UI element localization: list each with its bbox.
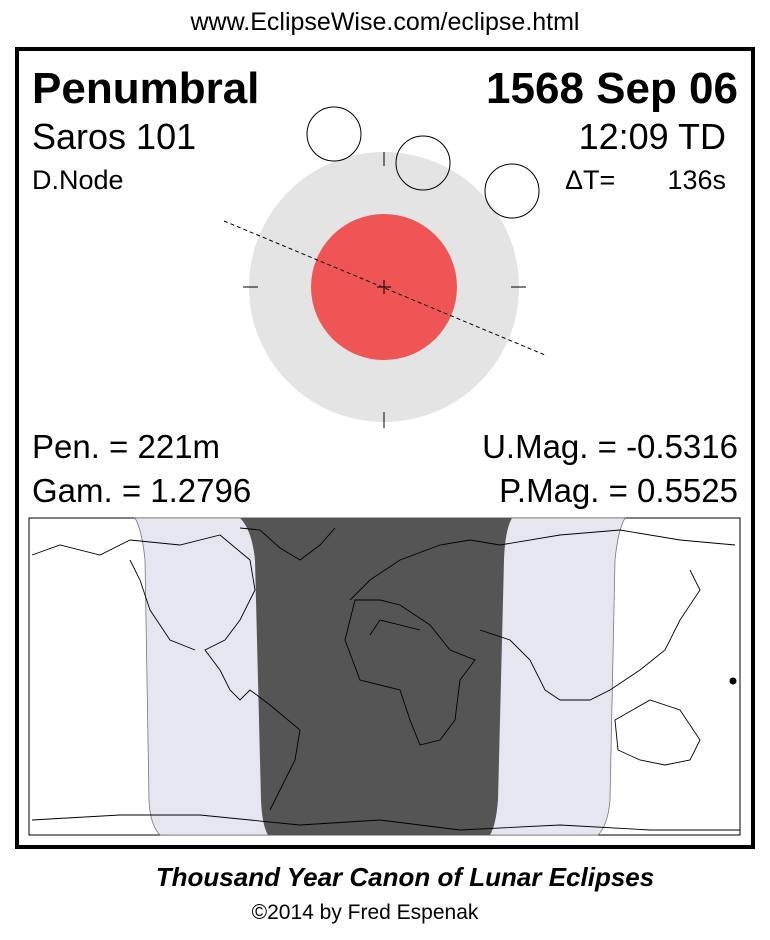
delta-t-label: ΔT= xyxy=(565,165,616,195)
moon-last-contact xyxy=(484,163,540,219)
delta-t-value: 136s xyxy=(667,165,726,195)
umbral-magnitude: U.Mag. = -0.5316 xyxy=(482,428,738,465)
node-label: D.Node xyxy=(32,165,124,195)
eclipse-type: Penumbral xyxy=(32,64,260,113)
axis-ticks xyxy=(243,152,526,428)
world-visibility-map xyxy=(28,517,741,836)
full-visibility-zone xyxy=(240,518,512,835)
penumbral-duration: Pen. = 221m xyxy=(32,428,221,465)
saros-number: Saros 101 xyxy=(32,116,197,157)
source-url: www.EclipseWise.com/eclipse.html xyxy=(190,8,580,36)
eclipse-time: 12:09 TD xyxy=(578,116,726,157)
footer-title: Thousand Year Canon of Lunar Eclipses xyxy=(155,862,655,892)
subsolar-point-marker xyxy=(729,677,737,685)
gamma-value: Gam. = 1.2796 xyxy=(32,472,252,509)
moon-greatest-eclipse xyxy=(395,135,451,191)
coastlines xyxy=(31,527,740,831)
eclipse-date: 1568 Sep 06 xyxy=(486,64,738,113)
moon-first-contact xyxy=(306,106,362,162)
eclipse-panel xyxy=(15,47,755,849)
footer-copyright: ©2014 by Fred Espenak xyxy=(251,901,479,924)
moon-path-line xyxy=(223,220,546,356)
penumbral-magnitude: P.Mag. = 0.5525 xyxy=(499,472,738,509)
